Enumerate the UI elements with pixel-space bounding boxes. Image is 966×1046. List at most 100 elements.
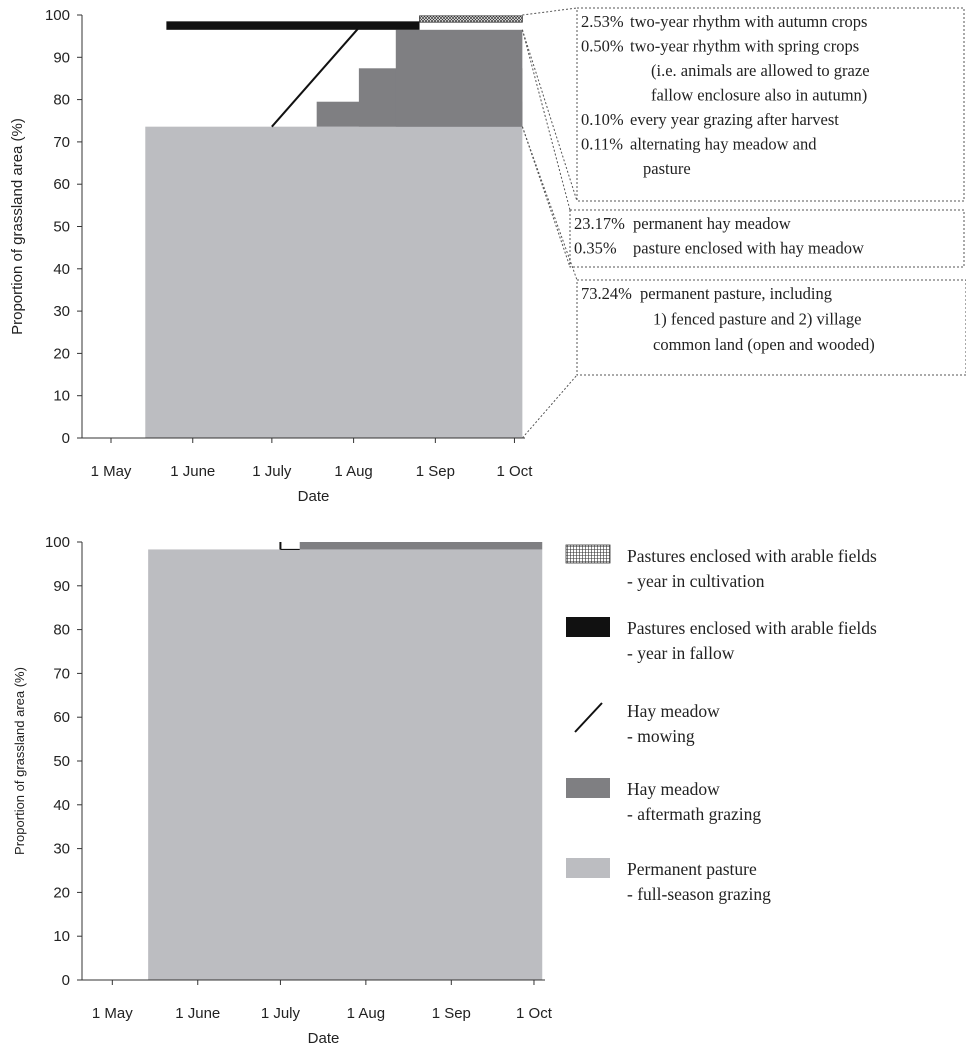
legend-swatch-aftermath: [566, 778, 610, 798]
x-tick-label: 1 Aug: [334, 463, 372, 480]
annotation-text: fallow enclosure also in autumn): [651, 86, 867, 105]
plot-area: [148, 542, 543, 980]
plot-area: [145, 15, 523, 438]
leader-line: [521, 29, 571, 211]
annotation-frame: [576, 279, 966, 376]
y-axis-title: Proportion of grassland area (%): [9, 118, 26, 335]
annotation-percent: 2.53%: [581, 12, 624, 31]
annotation-percent: 0.50%: [581, 37, 624, 56]
y-tick-label: 30: [53, 841, 70, 858]
x-tick-label: 1 July: [261, 1005, 301, 1022]
permanent-pasture-bar: [145, 126, 523, 438]
annotation-text: permanent pasture, including: [640, 284, 832, 303]
x-tick-label: 1 Oct: [516, 1005, 553, 1022]
y-tick-label: 40: [53, 261, 70, 278]
mowing-line: [271, 27, 360, 128]
y-tick-label: 50: [53, 753, 70, 770]
x-tick-label: 1 May: [92, 1005, 133, 1022]
legend-sublabel: - year in cultivation: [627, 571, 765, 591]
y-tick-label: 70: [53, 134, 70, 151]
y-tick-label: 60: [53, 176, 70, 193]
leader-line: [521, 126, 571, 268]
leader-line: [522, 7, 578, 16]
y-tick-label: 80: [53, 622, 70, 639]
aftermath-bar-2: [395, 29, 523, 127]
x-axis-title: Date: [308, 1030, 340, 1046]
legend-label: Hay meadow: [627, 779, 720, 799]
y-tick-label: 60: [53, 709, 70, 726]
annotation-text: alternating hay meadow and: [630, 135, 817, 154]
annotation-percent: 23.17%: [574, 214, 625, 233]
leader-line: [521, 126, 578, 281]
annotation-percent: 0.11%: [581, 135, 623, 154]
legend-swatch-cultivation: [565, 544, 611, 564]
annotation-box: 2.53% two-year rhythm with autumn crops 0.…: [521, 7, 965, 202]
y-tick-label: 20: [53, 884, 70, 901]
y-tick-label: 10: [53, 388, 70, 405]
chart-top: 0 10 20 30 40 50 60 70 80 90 100 1 May 1 June 1 July 1…: [9, 7, 533, 505]
y-tick-label: 30: [53, 303, 70, 320]
annotation-percent: 73.24%: [581, 284, 632, 303]
annotation-text: (i.e. animals are allowed to graze: [651, 61, 870, 80]
y-axis-title: Proportion of grassland area (%): [12, 667, 27, 855]
legend-sublabel: - full-season grazing: [627, 884, 771, 904]
legend-item-cultivation: Pastures enclosed with arable fields - ye…: [565, 544, 877, 591]
leader-line: [521, 29, 578, 202]
x-axis-title: Date: [298, 488, 330, 505]
legend-label: Hay meadow: [627, 701, 720, 721]
legend-sublabel: - aftermath grazing: [627, 804, 761, 824]
y-tick-label: 100: [45, 7, 70, 24]
annotation-box: 23.17% permanent hay meadow 0.35% pasture e…: [521, 29, 965, 268]
annotation-frame: [569, 209, 965, 268]
aftermath-bar: [299, 542, 543, 550]
annotation-text: 1) fenced pasture and 2) village: [653, 310, 861, 329]
legend-item-mowing: Hay meadow - mowing: [574, 701, 720, 746]
y-tick-label: 10: [53, 928, 70, 945]
legend-swatch-permanent-pasture: [566, 858, 610, 878]
annotation-percent: 0.10%: [581, 110, 624, 129]
annotation-boxes: 2.53% two-year rhythm with autumn crops 0.…: [521, 7, 966, 439]
y-tick-label: 70: [53, 665, 70, 682]
y-tick-label: 40: [53, 797, 70, 814]
annotation-text: pasture enclosed with hay meadow: [633, 239, 864, 258]
legend-label: Pastures enclosed with arable fields: [627, 546, 877, 566]
x-tick-label: 1 Aug: [347, 1005, 385, 1022]
leader-line: [521, 374, 578, 439]
legend-item-fallow: Pastures enclosed with arable fields - ye…: [566, 617, 877, 663]
permanent-pasture-bar: [148, 549, 543, 980]
legend-swatch-fallow: [566, 617, 610, 637]
legend-swatch-mowing: [574, 702, 603, 733]
legend: Pastures enclosed with arable fields - ye…: [565, 544, 877, 904]
annotation-text: pasture: [643, 159, 691, 178]
y-tick-label: 90: [53, 49, 70, 66]
x-tick-label: 1 Sep: [432, 1005, 471, 1022]
annotation-frame: [576, 7, 965, 202]
legend-sublabel: - year in fallow: [627, 643, 735, 663]
y-tick-label: 20: [53, 345, 70, 362]
fallow-bar: [166, 21, 420, 30]
annotation-text: common land (open and wooded): [653, 335, 875, 354]
y-tick-label: 50: [53, 219, 70, 236]
annotation-box: 73.24% permanent pasture, including 1) fen…: [521, 126, 966, 439]
x-tick-label: 1 July: [252, 463, 292, 480]
legend-label: Permanent pasture: [627, 859, 757, 879]
chart-bottom: 0 10 20 30 40 50 60 70 80 90 100 1 May 1 June 1 July 1…: [12, 534, 553, 1046]
annotation-text: every year grazing after harvest: [630, 110, 839, 129]
x-tick-label: 1 May: [91, 463, 132, 480]
legend-label: Pastures enclosed with arable fields: [627, 618, 877, 638]
legend-item-aftermath: Hay meadow - aftermath grazing: [566, 778, 761, 824]
annotation-percent: 0.35%: [574, 239, 617, 258]
x-tick-label: 1 June: [175, 1005, 220, 1022]
annotation-text: two-year rhythm with spring crops: [630, 37, 859, 56]
y-tick-label: 100: [45, 534, 70, 551]
y-tick-label: 0: [62, 430, 70, 447]
legend-sublabel: - mowing: [627, 726, 695, 746]
legend-item-permanent-pasture: Permanent pasture - full-season grazing: [566, 858, 771, 904]
y-tick-label: 0: [62, 972, 70, 989]
y-tick-label: 80: [53, 92, 70, 109]
y-tick-label: 90: [53, 578, 70, 595]
x-tick-label: 1 June: [170, 463, 215, 480]
x-tick-label: 1 Oct: [497, 463, 534, 480]
x-tick-label: 1 Sep: [416, 463, 455, 480]
